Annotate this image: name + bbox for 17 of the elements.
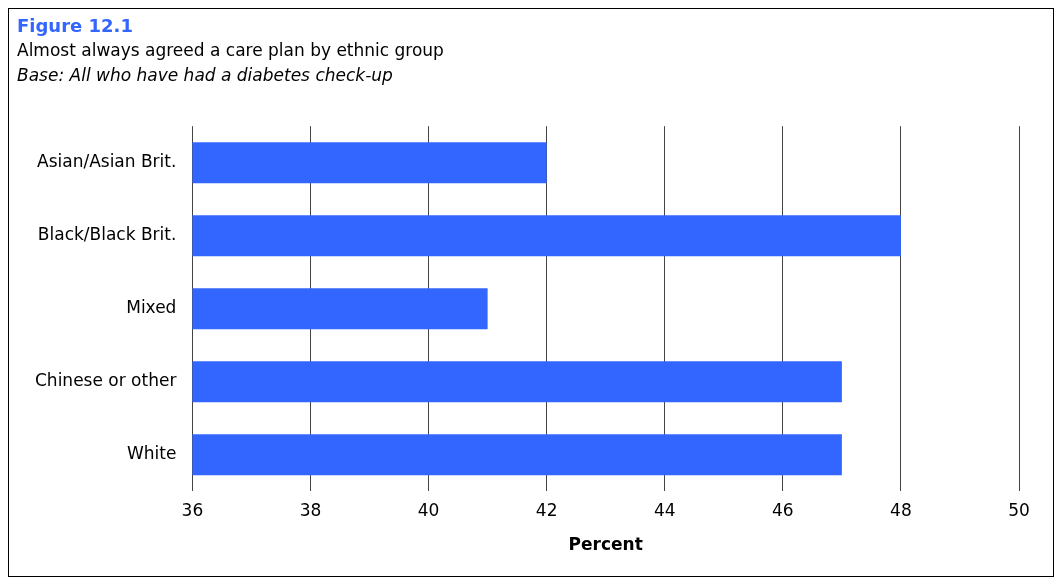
y-tick-label: Chinese or other <box>35 370 177 391</box>
text: Base: All who have had a diabetes check-up <box>17 64 394 87</box>
chart-title: Figure 12.1 <box>17 14 134 38</box>
x-tick-label: 46 <box>772 499 794 520</box>
y-tick-label: Mixed <box>126 297 177 318</box>
x-tick-label: 50 <box>1008 499 1030 520</box>
y-tick-label: Asian/Asian Brit. <box>37 151 177 172</box>
chart-subtitle: Almost always agreed a care plan by ethnic group <box>17 39 445 62</box>
y-tick-label: Black/Black Brit. <box>37 224 177 245</box>
x-tick-label: 38 <box>299 499 322 520</box>
x-tick-label: 36 <box>181 499 204 520</box>
x-tick-label: 42 <box>535 499 558 520</box>
x-axis-title: Percent <box>568 534 643 555</box>
y-tick-label: White <box>126 443 177 464</box>
x-tick-label: 44 <box>653 499 676 520</box>
x-tick-label: 40 <box>417 499 440 520</box>
x-tick-label: 48 <box>890 499 912 520</box>
